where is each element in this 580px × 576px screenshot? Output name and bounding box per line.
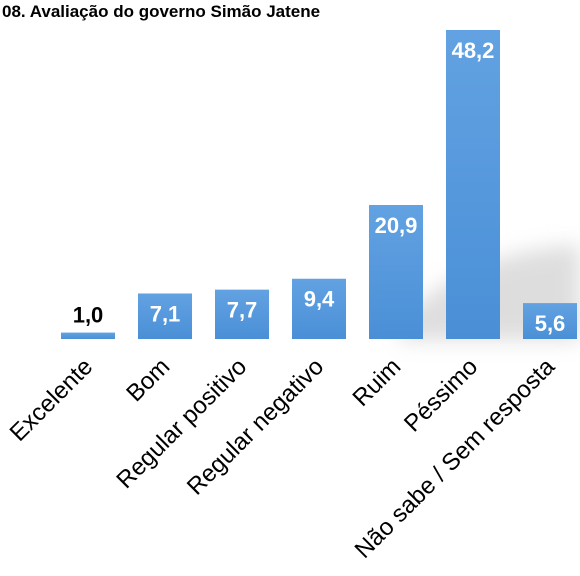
- category-label-4: Ruim: [348, 353, 407, 412]
- bar-6: [523, 303, 577, 339]
- bar-0: [61, 332, 115, 339]
- category-label-3: Regular negativo: [182, 353, 329, 500]
- data-label-5: 48,2: [452, 38, 495, 63]
- bar-3: [292, 278, 346, 339]
- data-label-2: 7,7: [227, 298, 258, 323]
- data-label-1: 7,1: [150, 301, 181, 326]
- category-label-2: Regular positivo: [111, 353, 252, 494]
- data-label-6: 5,6: [535, 311, 566, 336]
- bar-1: [138, 293, 192, 339]
- category-label-1: Bom: [121, 353, 175, 407]
- data-label-4: 20,9: [375, 213, 418, 238]
- data-label-0: 1,0: [73, 303, 104, 328]
- bar-5: [446, 30, 500, 339]
- category-label-0: Excelente: [5, 353, 99, 447]
- chart-title: 08. Avaliação do governo Simão Jatene: [2, 2, 321, 21]
- bar-4: [369, 205, 423, 339]
- bars: [61, 30, 577, 339]
- data-labels: 1,0 7,1 7,7 9,4 20,9 48,2 5,6: [73, 38, 566, 336]
- bar-2: [215, 289, 269, 339]
- data-label-3: 9,4: [304, 287, 335, 312]
